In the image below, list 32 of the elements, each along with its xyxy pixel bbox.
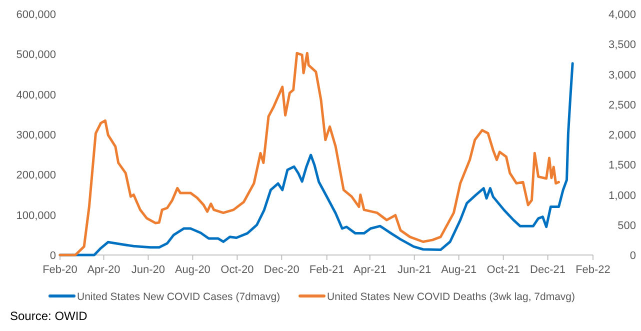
- x-tick-label: Aug-20: [174, 264, 210, 276]
- x-tick-label: Oct-20: [220, 264, 254, 276]
- y2-tick-label: 2,500: [608, 99, 636, 112]
- x-tick-label: Dec-20: [264, 264, 300, 276]
- source-note: Source: OWID: [10, 309, 88, 323]
- y2-tick-label: 2,000: [608, 130, 636, 142]
- y2-tick-label: 3,000: [608, 69, 636, 82]
- legend-label: United States New COVID Deaths (3wk lag, 7dmavg): [327, 291, 576, 303]
- x-tick-label: Feb-20: [42, 264, 78, 276]
- y2-tick-label: 500: [618, 220, 636, 232]
- y-tick-label: 100,000: [16, 210, 56, 222]
- y-tick-label: 600,000: [16, 9, 56, 21]
- x-tick-label: Dec-21: [530, 264, 566, 276]
- x-tick-label: Oct-21: [486, 264, 520, 276]
- y2-tick-label: 1,500: [608, 160, 636, 172]
- y-tick-label: 500,000: [16, 49, 56, 62]
- y-tick-label: 200,000: [16, 170, 56, 182]
- x-tick-label: Feb-21: [309, 264, 344, 276]
- x-tick-label: Jun-20: [131, 264, 166, 276]
- y2-tick-label: 4,000: [608, 9, 636, 21]
- y-tick-label: 0: [50, 250, 56, 262]
- y2-tick-label: 0: [630, 250, 636, 262]
- y-tick-label: 400,000: [16, 89, 56, 102]
- y-tick-label: 300,000: [16, 130, 56, 142]
- y2-tick-label: 1,000: [608, 190, 636, 202]
- x-tick-label: Feb-22: [576, 264, 610, 276]
- x-tick-label: Jun-21: [398, 264, 432, 276]
- x-tick-label: Apr-20: [87, 264, 120, 276]
- y2-tick-label: 3,500: [608, 39, 636, 52]
- x-tick-label: Aug-21: [441, 264, 477, 276]
- x-tick-label: Apr-21: [353, 264, 386, 276]
- legend-label: United States New COVID Cases (7dmavg): [77, 291, 280, 303]
